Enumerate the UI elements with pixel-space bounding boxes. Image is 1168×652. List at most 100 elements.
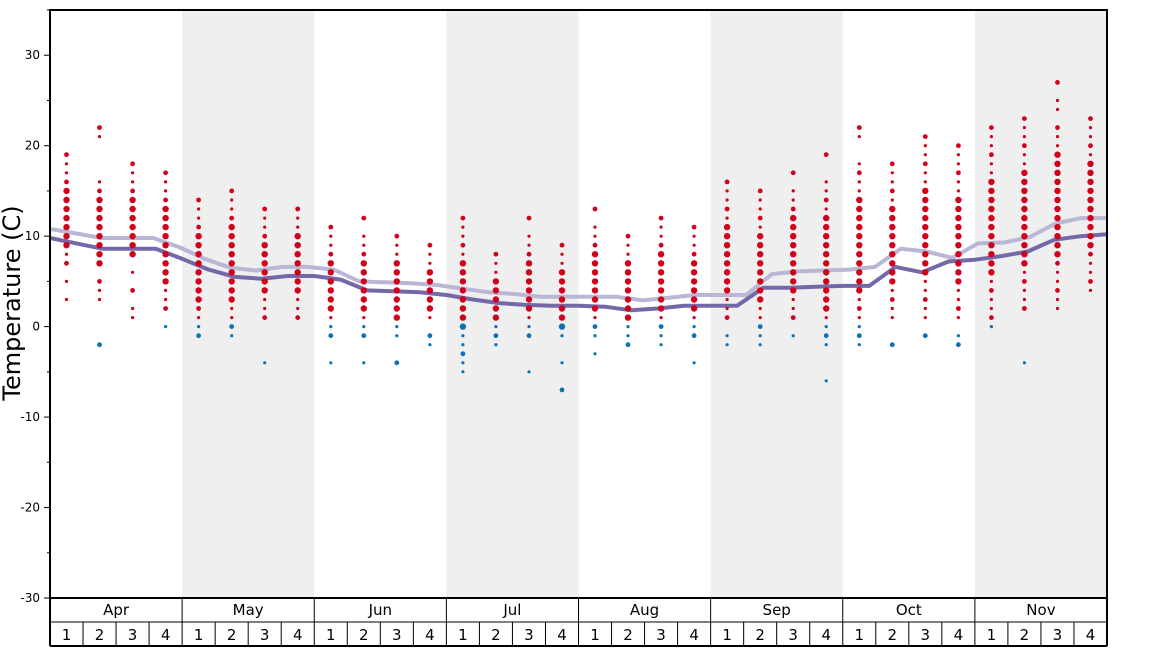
temperature-dot bbox=[131, 180, 135, 184]
temperature-dot bbox=[96, 214, 103, 222]
temperature-dot bbox=[393, 278, 400, 285]
temperature-dot bbox=[263, 306, 267, 311]
temperature-dot bbox=[196, 306, 202, 311]
temperature-dot bbox=[723, 233, 731, 240]
temperature-dot bbox=[393, 269, 400, 276]
temperature-dot bbox=[459, 296, 467, 303]
temperature-dot bbox=[1088, 279, 1093, 284]
temperature-dot bbox=[1054, 160, 1061, 167]
temperature-dot bbox=[988, 269, 995, 276]
temperature-dot bbox=[162, 205, 169, 213]
temperature-dot bbox=[657, 296, 665, 303]
temperature-dot bbox=[427, 242, 433, 248]
temperature-dot bbox=[624, 278, 632, 285]
temperature-dot bbox=[197, 316, 201, 320]
temperature-dot bbox=[525, 278, 533, 285]
temperature-dot bbox=[195, 278, 202, 285]
temperature-dot bbox=[360, 269, 367, 276]
temperature-dot bbox=[725, 343, 729, 347]
temperature-dot bbox=[261, 269, 268, 276]
y-tick-label: 0 bbox=[32, 320, 40, 334]
temperature-dot bbox=[360, 296, 367, 303]
temperature-dot bbox=[593, 316, 597, 320]
temperature-dot bbox=[956, 153, 961, 157]
temperature-dot bbox=[856, 242, 863, 249]
temperature-dot bbox=[757, 251, 764, 258]
temperature-dot bbox=[757, 233, 764, 240]
temperature-dot bbox=[690, 278, 698, 285]
temperature-dot bbox=[857, 135, 861, 139]
temperature-dot bbox=[63, 187, 70, 195]
temperature-dot bbox=[494, 270, 498, 274]
temperature-dot bbox=[989, 297, 994, 302]
temperature-dot bbox=[460, 215, 466, 221]
temperature-dot bbox=[1021, 205, 1028, 213]
temperature-dot bbox=[393, 287, 400, 294]
temperature-dot bbox=[725, 334, 729, 338]
temperature-dot bbox=[63, 196, 70, 204]
temperature-dot bbox=[659, 334, 663, 338]
temperature-dot bbox=[723, 269, 731, 276]
y-tick-label: -20 bbox=[20, 501, 40, 515]
temperature-dot bbox=[197, 216, 201, 220]
temperature-dot bbox=[1087, 223, 1094, 231]
temperature-dot bbox=[228, 287, 235, 294]
temperature-dot bbox=[525, 296, 533, 303]
temperature-dot bbox=[1021, 233, 1028, 240]
temperature-dot bbox=[461, 334, 465, 338]
temperature-dot bbox=[790, 260, 797, 267]
temperature-dot bbox=[890, 171, 894, 175]
week-label: 2 bbox=[623, 626, 633, 644]
temperature-dot bbox=[856, 205, 863, 213]
temperature-dot bbox=[525, 269, 533, 276]
temperature-dot bbox=[195, 251, 202, 258]
temperature-dot bbox=[1054, 233, 1061, 240]
temperature-dot bbox=[261, 242, 268, 249]
temperature-dot bbox=[459, 305, 467, 312]
week-label: 1 bbox=[458, 626, 468, 644]
temperature-dot bbox=[923, 180, 927, 184]
temperature-dot bbox=[228, 296, 235, 303]
temperature-dot bbox=[989, 171, 994, 175]
temperature-dot bbox=[824, 316, 828, 320]
temperature-dot bbox=[790, 251, 797, 258]
week-label: 3 bbox=[656, 626, 666, 644]
temperature-dot bbox=[856, 233, 863, 240]
temperature-dot bbox=[790, 223, 797, 231]
temperature-dot bbox=[823, 278, 830, 285]
temperature-dot bbox=[956, 162, 961, 166]
temperature-dot bbox=[393, 260, 400, 267]
temperature-dot bbox=[327, 278, 334, 285]
temperature-dot bbox=[989, 135, 994, 139]
y-tick-label: -10 bbox=[20, 410, 40, 424]
temperature-dot bbox=[922, 196, 929, 204]
temperature-dot bbox=[461, 361, 465, 365]
temperature-dot bbox=[97, 279, 102, 284]
temperature-dot bbox=[96, 260, 103, 267]
temperature-dot bbox=[558, 305, 566, 312]
temperature-dot bbox=[494, 261, 498, 265]
temperature-dot bbox=[989, 279, 994, 283]
temperature-dot bbox=[922, 251, 929, 258]
temperature-dot bbox=[327, 260, 334, 267]
temperature-dot bbox=[525, 305, 533, 312]
temperature-dot bbox=[229, 215, 235, 221]
temperature-dot bbox=[96, 223, 103, 231]
temperature-dot bbox=[889, 278, 896, 285]
week-label: 2 bbox=[359, 626, 369, 644]
temperature-dot bbox=[658, 242, 664, 248]
x-axis: Apr 1 2 3 4 May 1 2 3 4 Jun 1 2 3 4 Jul 1 2 3 4 Aug 1 2 3 4 Sep 1 2… bbox=[49, 598, 1108, 647]
week-label: 2 bbox=[95, 626, 105, 644]
temperature-dot bbox=[955, 269, 962, 276]
temperature-dot bbox=[261, 251, 268, 258]
temperature-dot bbox=[591, 287, 599, 294]
temperature-dot bbox=[956, 316, 961, 320]
week-label: 2 bbox=[227, 626, 237, 644]
temperature-dot bbox=[131, 306, 135, 311]
temperature-dot bbox=[725, 189, 729, 193]
temperature-line-1 bbox=[49, 216, 1107, 303]
temperature-dot bbox=[362, 234, 366, 238]
temperature-dot bbox=[230, 334, 234, 338]
week-label: 4 bbox=[1086, 626, 1096, 644]
